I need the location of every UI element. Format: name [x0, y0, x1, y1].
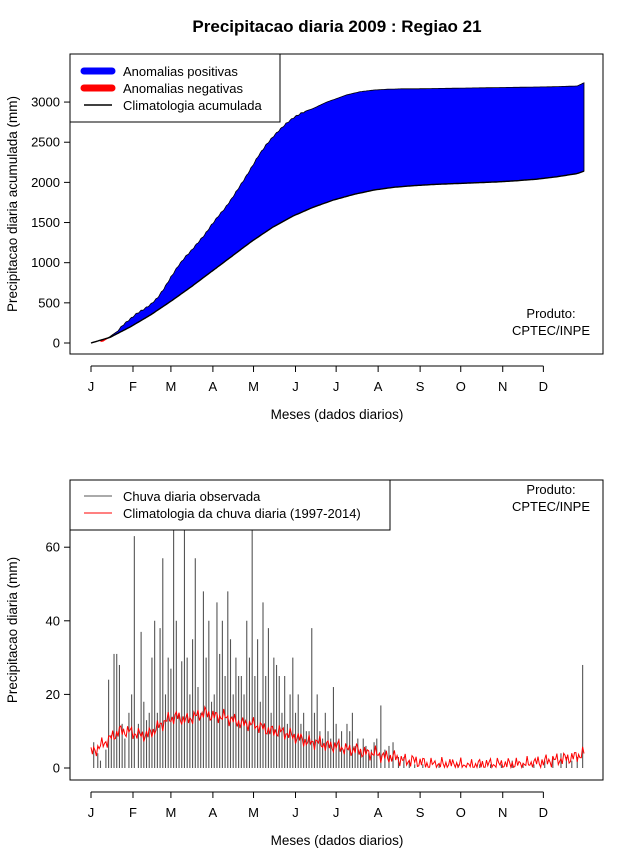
top-x-axis-label: Meses (dados diarios) [271, 407, 404, 422]
top-product-label: Produto: [526, 306, 575, 321]
x-tick-label: D [539, 805, 548, 820]
x-tick-label: J [333, 805, 340, 820]
bottom-y-axis: 0 20 40 60 [46, 540, 71, 776]
daily-chart: 0 20 40 60 J F M A M J J A S O N D Meses (dados diario… [5, 479, 604, 848]
bottom-product-label: Produto: [526, 482, 575, 497]
y-tick-label: 60 [46, 540, 60, 555]
y-tick-label: 1000 [31, 255, 60, 270]
x-tick-label: M [248, 805, 259, 820]
x-tick-label: O [456, 379, 466, 394]
top-product-source: CPTEC/INPE [512, 323, 590, 338]
chart-title: Precipitacao diaria 2009 : Regiao 21 [192, 17, 481, 36]
daily-climatology-line [90, 705, 585, 770]
x-tick-label: S [416, 805, 425, 820]
x-tick-label: A [374, 805, 383, 820]
x-tick-label: D [539, 379, 548, 394]
x-tick-label: N [498, 379, 507, 394]
x-tick-label: M [165, 379, 176, 394]
y-tick-label: 500 [38, 295, 60, 310]
y-tick-label: 2500 [31, 135, 60, 150]
y-tick-label: 0 [53, 336, 60, 351]
y-tick-label: 3000 [31, 95, 60, 110]
x-tick-label: A [209, 805, 218, 820]
x-tick-label: F [129, 805, 137, 820]
x-tick-label: J [292, 379, 299, 394]
x-tick-label: N [498, 805, 507, 820]
bottom-x-axis-label: Meses (dados diarios) [271, 833, 404, 848]
x-tick-label: J [88, 379, 95, 394]
top-legend: Anomalias positivas Anomalias negativas … [69, 53, 281, 123]
x-tick-label: O [456, 805, 466, 820]
x-tick-label: S [416, 379, 425, 394]
accumulated-chart: 0 500 1000 1500 2000 2500 3000 J F M A M J J A S O N D Me… [5, 53, 604, 422]
x-tick-label: J [292, 805, 299, 820]
climatology-accumulated-line [90, 170, 585, 344]
bottom-product-source: CPTEC/INPE [512, 499, 590, 514]
bottom-legend-box [69, 479, 391, 531]
top-y-axis: 0 500 1000 1500 2000 2500 3000 [31, 95, 71, 351]
legend-positive-label: Anomalias positivas [123, 64, 238, 79]
legend-climatology-label: Climatologia acumulada [123, 98, 263, 113]
x-tick-label: J [333, 379, 340, 394]
x-tick-label: M [165, 805, 176, 820]
x-tick-label: A [374, 379, 383, 394]
y-tick-label: 40 [46, 613, 60, 628]
x-tick-label: A [209, 379, 218, 394]
y-tick-label: 2000 [31, 175, 60, 190]
legend-observed-label: Chuva diaria observada [123, 489, 261, 504]
y-tick-label: 20 [46, 687, 60, 702]
legend-daily-climatology-label: Climatologia da chuva diaria (1997-2014) [123, 506, 361, 521]
x-tick-label: J [88, 805, 95, 820]
top-y-axis-label: Precipitacao diaria acumulada (mm) [5, 96, 20, 312]
bottom-legend: Chuva diaria observada Climatologia da c… [69, 479, 391, 531]
y-tick-label: 1500 [31, 215, 60, 230]
bottom-y-axis-label: Precipitacao diaria (mm) [5, 557, 20, 703]
x-tick-label: M [248, 379, 259, 394]
x-tick-label: F [129, 379, 137, 394]
y-tick-label: 0 [53, 761, 60, 776]
legend-negative-label: Anomalias negativas [123, 81, 243, 96]
